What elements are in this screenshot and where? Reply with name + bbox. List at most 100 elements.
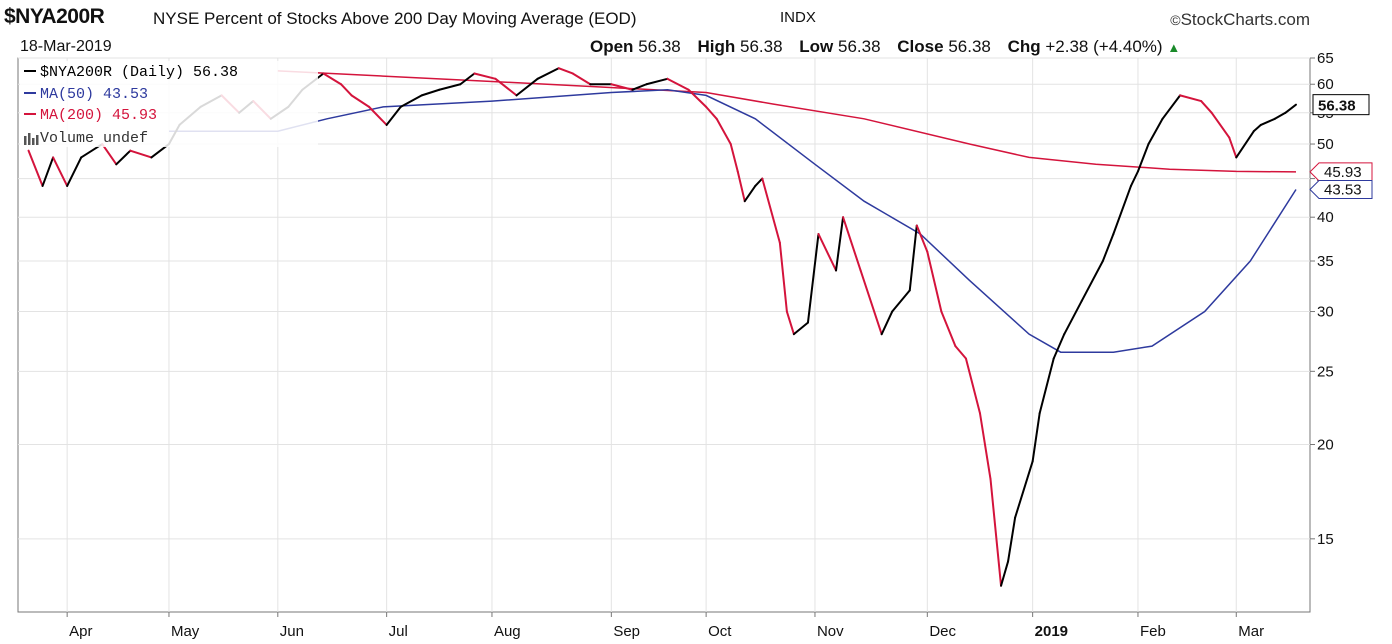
price-segment bbox=[322, 72, 342, 86]
price-segment bbox=[340, 83, 353, 97]
price-segment bbox=[1063, 299, 1083, 336]
price-segment bbox=[1014, 460, 1034, 519]
price-segment bbox=[1000, 560, 1010, 587]
price-segment bbox=[129, 149, 153, 159]
x-tick-label: Feb bbox=[1140, 623, 1166, 640]
price-segment bbox=[571, 72, 592, 86]
price-segment bbox=[729, 143, 739, 173]
series-lines bbox=[27, 67, 1297, 587]
value-tags: 56.38 45.93 43.53 bbox=[1309, 94, 1373, 199]
close-label: Close bbox=[897, 37, 944, 56]
x-tick-label: Mar bbox=[1238, 623, 1264, 640]
chg-value: +2.38 (+4.40%) bbox=[1045, 37, 1163, 56]
axis-labels: 1520253035404550556065AprMayJunJulAugSep… bbox=[66, 50, 1334, 640]
price-segment bbox=[610, 83, 634, 91]
close-value: 56.38 bbox=[948, 37, 991, 56]
price-segment bbox=[880, 310, 894, 336]
price-segment bbox=[736, 170, 746, 203]
grid-lines bbox=[18, 57, 1310, 612]
price-segment bbox=[1136, 143, 1150, 173]
price-segment bbox=[473, 72, 497, 80]
legend-ma200: MA(200) 45.93 bbox=[40, 107, 157, 124]
legend-volume: Volume undef bbox=[40, 130, 148, 147]
ma200-value-tag: 45.93 bbox=[1324, 164, 1362, 181]
volume-bar bbox=[28, 133, 31, 145]
price-segment bbox=[978, 412, 992, 481]
high-value: 56.38 bbox=[739, 37, 783, 56]
price-segment bbox=[41, 156, 55, 187]
price-segment bbox=[385, 105, 402, 126]
x-tick-label: Aug bbox=[494, 623, 521, 640]
price-segment bbox=[459, 72, 476, 86]
price-segment bbox=[350, 94, 371, 108]
volume-bar bbox=[32, 138, 35, 145]
price-segment bbox=[964, 357, 981, 415]
ma50-line bbox=[169, 89, 1297, 353]
ma50-value-tag: 43.53 bbox=[1324, 181, 1362, 198]
price-segment bbox=[687, 88, 708, 108]
price-segment bbox=[52, 156, 69, 187]
price-segment bbox=[536, 67, 560, 80]
up-arrow-icon: ▲ bbox=[1167, 40, 1181, 55]
volume-bar bbox=[36, 135, 39, 145]
x-tick-label: Dec bbox=[929, 623, 956, 640]
price-segment bbox=[1228, 136, 1238, 159]
price-segment bbox=[705, 105, 718, 120]
price-segment bbox=[27, 149, 44, 187]
ma50-value-tag-box bbox=[1309, 179, 1373, 199]
price-segment bbox=[989, 478, 1003, 587]
low-label: Low bbox=[799, 37, 834, 56]
price-segment bbox=[1031, 412, 1041, 463]
legend: $NYA200R (Daily) 56.38 MA(50) 43.53 MA(2… bbox=[20, 61, 318, 147]
price-segment bbox=[666, 77, 690, 91]
high-label: High bbox=[697, 37, 736, 56]
price-segment bbox=[715, 117, 732, 146]
x-tick-label: Apr bbox=[69, 623, 92, 640]
price-segment bbox=[1284, 103, 1297, 114]
price-segment bbox=[1252, 123, 1262, 133]
volume-bar bbox=[24, 136, 27, 145]
brand-name: StockCharts.com bbox=[1180, 10, 1310, 29]
open-value: 56.38 bbox=[638, 37, 681, 56]
price-segment bbox=[66, 156, 83, 187]
price-segment bbox=[1179, 94, 1203, 103]
chg-label: Chg bbox=[1007, 37, 1041, 56]
price-segment bbox=[1147, 117, 1164, 146]
symbol-title: $NYA200R bbox=[4, 5, 105, 28]
price-segment bbox=[1052, 333, 1066, 360]
y-tick-label: 60 bbox=[1317, 76, 1334, 93]
price-segment bbox=[1161, 94, 1182, 120]
chart-date: 18-Mar-2019 bbox=[20, 38, 112, 55]
price-segment bbox=[859, 269, 883, 336]
price-segment bbox=[835, 216, 845, 272]
price-segment bbox=[420, 88, 441, 97]
price-segment bbox=[1259, 117, 1276, 126]
price-segment bbox=[785, 310, 795, 336]
legend-background bbox=[20, 61, 318, 147]
price-segment bbox=[842, 216, 862, 272]
price-segment bbox=[940, 310, 957, 348]
price-segment bbox=[1080, 259, 1104, 302]
price-segment bbox=[743, 184, 757, 203]
price-segment bbox=[557, 67, 574, 75]
price-segment bbox=[1129, 170, 1139, 187]
x-tick-label: Sep bbox=[613, 623, 640, 640]
brand-watermark: ©StockCharts.com bbox=[1170, 10, 1310, 30]
price-segment bbox=[494, 77, 518, 97]
x-tick-label: Jul bbox=[389, 623, 408, 640]
legend-ma50: MA(50) 43.53 bbox=[40, 86, 148, 103]
legend-price: $NYA200R (Daily) 56.38 bbox=[40, 64, 238, 81]
x-tick-label: Nov bbox=[817, 623, 844, 640]
ma200-value-tag-box bbox=[1309, 162, 1373, 182]
price-segment bbox=[954, 345, 967, 360]
open-label: Open bbox=[590, 37, 634, 56]
price-segment bbox=[754, 177, 764, 187]
x-tick-label: Jun bbox=[280, 623, 304, 640]
price-segment bbox=[1235, 130, 1255, 159]
low-value: 56.38 bbox=[838, 37, 881, 56]
price-segment bbox=[115, 149, 132, 166]
x-tick-label: May bbox=[171, 623, 200, 640]
price-segment bbox=[1038, 357, 1055, 415]
price-segment bbox=[368, 105, 388, 126]
